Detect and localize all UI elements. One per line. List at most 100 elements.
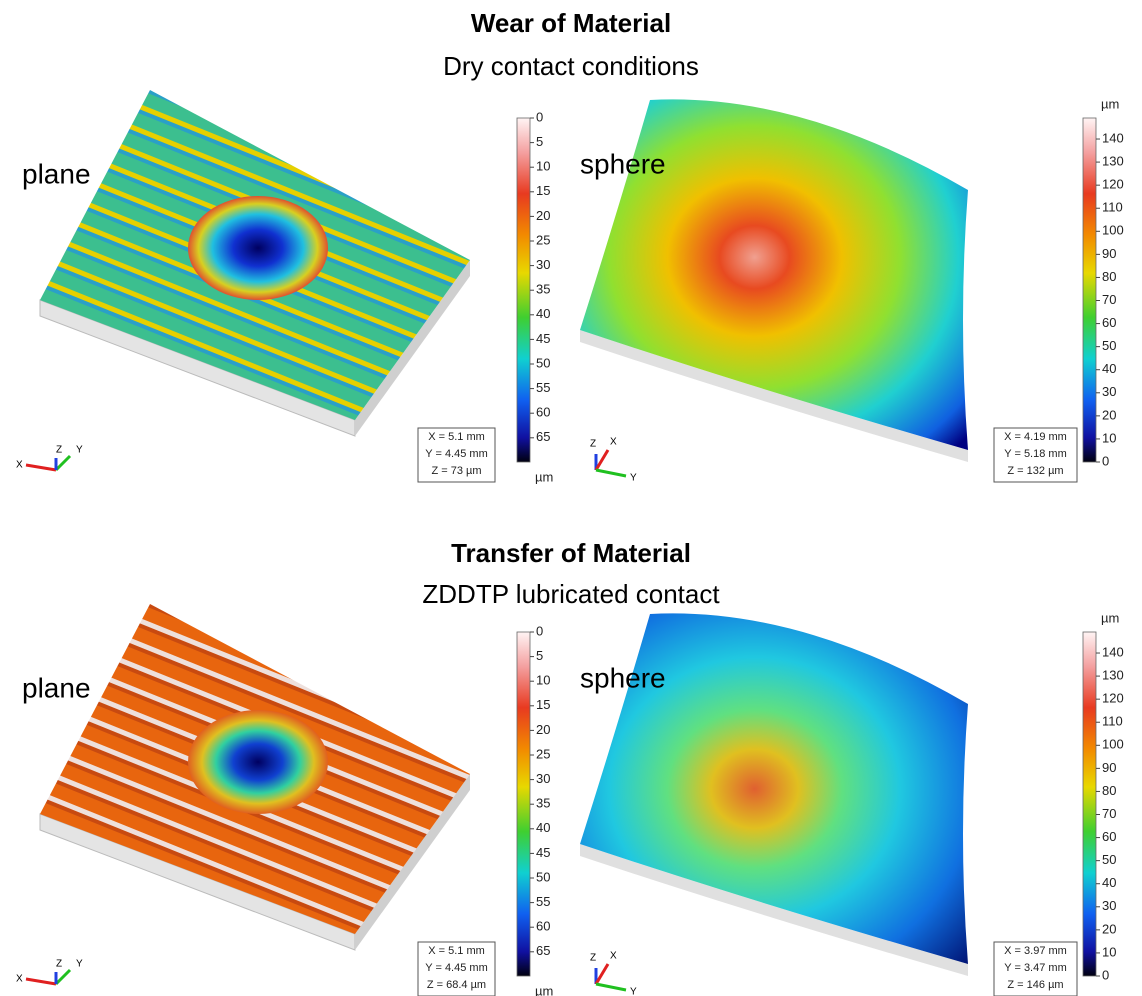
colorbar-tick-label: 60	[536, 405, 550, 420]
colorbar-tick-label: 70	[1102, 806, 1116, 821]
surface	[580, 99, 968, 450]
colorbar-tick-label: 0	[1102, 967, 1109, 982]
dimension-text: X = 5.1 mm	[428, 431, 485, 443]
dimension-text: Z = 73 µm	[431, 465, 481, 477]
colorbar-tick-label: 90	[1102, 246, 1116, 261]
colorbar	[516, 631, 531, 977]
colorbar-tick-label: 30	[536, 257, 550, 272]
colorbar-tick-label: 40	[1102, 875, 1116, 890]
colorbar-tick-label: 25	[536, 232, 550, 247]
colorbar-unit: µm	[535, 983, 553, 996]
axis-label: X	[16, 460, 23, 471]
axis-label: Z	[590, 439, 596, 450]
colorbar-tick-label: 0	[536, 109, 543, 124]
colorbar-tick-label: 80	[1102, 269, 1116, 284]
axis-label: X	[610, 437, 617, 448]
axis-x	[594, 449, 610, 471]
colorbar-tick-label: 30	[536, 771, 550, 786]
colorbar-tick-label: 40	[1102, 361, 1116, 376]
colorbar	[1082, 117, 1097, 463]
dimension-text: Y = 5.18 mm	[1004, 448, 1066, 460]
colorbar-unit: µm	[535, 469, 553, 484]
panel-label: sphere	[580, 148, 666, 179]
surface-side	[355, 260, 470, 436]
axis-label: X	[610, 951, 617, 962]
colorbar-tick-label: 15	[536, 183, 550, 198]
colorbar-tick-label: 60	[536, 919, 550, 934]
dimension-text: Z = 68.4 µm	[427, 979, 486, 991]
dimension-box	[993, 941, 1078, 996]
dimension-text: Z = 146 µm	[1007, 979, 1063, 991]
colorbar	[516, 117, 531, 463]
colorbar-tick-label: 5	[536, 134, 543, 149]
wear-scar	[188, 710, 328, 814]
colorbar-tick-label: 100	[1102, 737, 1124, 752]
axis-x	[25, 977, 57, 986]
colorbar-tick-label: 50	[536, 869, 550, 884]
colorbar-tick-label: 130	[1102, 668, 1124, 683]
colorbar-tick-label: 35	[536, 796, 550, 811]
dimension-box	[993, 427, 1078, 483]
colorbar-unit: µm	[1101, 96, 1119, 111]
colorbar-tick-label: 45	[536, 331, 550, 346]
axis-y	[54, 968, 72, 986]
colorbar-unit: µm	[1101, 610, 1119, 625]
section-subtitle: ZDDTP lubricated contact	[422, 579, 720, 609]
dimension-box	[417, 427, 496, 483]
dimension-text: X = 3.97 mm	[1004, 945, 1067, 957]
panel-label: sphere	[580, 662, 666, 693]
panel-label: plane	[22, 672, 91, 703]
colorbar-tick-label: 130	[1102, 154, 1124, 169]
surface	[580, 613, 968, 964]
section: plane 0 5 10 15 20 25 30 35 40 45 50 55 60 65 µm X = 5.1…	[16, 604, 1124, 996]
colorbar-tick-label: 120	[1102, 177, 1124, 192]
surface-side	[580, 844, 968, 976]
colorbar-tick-label: 60	[1102, 829, 1116, 844]
colorbar-tick-label: 90	[1102, 760, 1116, 775]
colorbar-tick-label: 140	[1102, 644, 1124, 659]
colorbar-tick-label: 55	[536, 380, 550, 395]
colorbar-tick-label: 40	[536, 306, 550, 321]
colorbar-tick-label: 20	[1102, 921, 1116, 936]
axis-label: Y	[76, 445, 83, 456]
surface-side	[580, 330, 968, 462]
axis-label: Y	[76, 959, 83, 970]
colorbar-tick-label: 70	[1102, 292, 1116, 307]
colorbar-tick-label: 30	[1102, 384, 1116, 399]
section-subtitle: Dry contact conditions	[443, 51, 699, 81]
colorbar-tick-label: 10	[536, 673, 550, 688]
axis-label: X	[16, 974, 23, 985]
colorbar-tick-label: 40	[536, 820, 550, 835]
dimension-text: Z = 132 µm	[1007, 465, 1063, 477]
axis-y	[54, 454, 72, 472]
section: plane 0 5 10 15 20 25 30 35 40 45 50 55 60 65 µm X = 5.1…	[16, 90, 1124, 484]
dimension-text: Y = 4.45 mm	[425, 448, 487, 460]
colorbar-tick-label: 25	[536, 746, 550, 761]
axis-x	[594, 963, 610, 985]
colorbar-tick-label: 35	[536, 282, 550, 297]
colorbar	[1082, 631, 1097, 977]
colorbar-tick-label: 30	[1102, 898, 1116, 913]
colorbar-tick-label: 110	[1102, 200, 1123, 215]
colorbar-tick-label: 120	[1102, 691, 1124, 706]
axis-label: Z	[590, 953, 596, 964]
dimension-text: Y = 4.45 mm	[425, 962, 487, 974]
colorbar-tick-label: 55	[536, 894, 550, 909]
axis-y	[595, 468, 627, 478]
colorbar-tick-label: 50	[1102, 852, 1116, 867]
surface-side	[355, 774, 470, 950]
axis-y	[595, 982, 627, 992]
section-title: Wear of Material	[471, 8, 671, 38]
colorbar-tick-label: 20	[536, 722, 550, 737]
colorbar-tick-label: 65	[536, 943, 550, 958]
panel-label: plane	[22, 158, 91, 189]
colorbar-tick-label: 10	[1102, 944, 1116, 959]
colorbar-tick-label: 110	[1102, 714, 1123, 729]
dimension-text: X = 5.1 mm	[428, 945, 485, 957]
colorbar-tick-label: 20	[536, 208, 550, 223]
colorbar-tick-label: 20	[1102, 407, 1116, 422]
axis-label: Z	[56, 959, 62, 970]
colorbar-tick-label: 10	[536, 159, 550, 174]
axis-label: Y	[630, 987, 637, 996]
colorbar-tick-label: 10	[1102, 430, 1116, 445]
